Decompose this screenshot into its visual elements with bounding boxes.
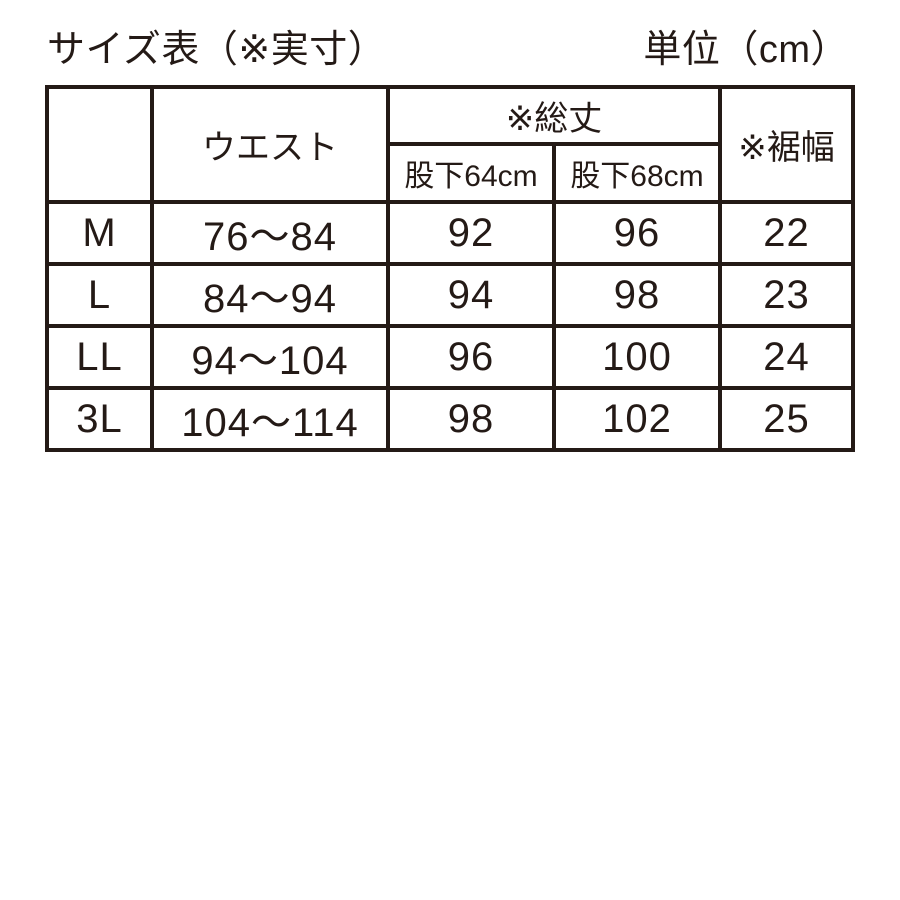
header-inseam-68: 股下68cm [552, 142, 722, 204]
waist-cell: 76〜84 [150, 200, 390, 266]
length64-cell: 92 [386, 200, 556, 266]
header-waist: ウエスト [150, 85, 390, 204]
hem-cell: 22 [718, 200, 855, 266]
waist-cell: 94〜104 [150, 324, 390, 390]
header-hem-width: ※裾幅 [718, 85, 855, 204]
size-cell: M [45, 200, 154, 266]
table-row-m: M 76〜84 92 96 22 [45, 200, 855, 266]
length68-cell: 98 [552, 262, 722, 328]
size-table: ウエスト ※総丈 ※裾幅 股下64cm 股下68cm M 76〜84 92 96… [45, 85, 855, 452]
waist-cell: 84〜94 [150, 262, 390, 328]
page-title: サイズ表（※実寸） [47, 29, 387, 71]
hem-cell: 23 [718, 262, 855, 328]
size-cell: LL [45, 324, 154, 390]
length64-cell: 98 [386, 386, 556, 452]
size-cell: L [45, 262, 154, 328]
header-size-blank [45, 85, 154, 204]
table-row-ll: LL 94〜104 96 100 24 [45, 324, 855, 390]
unit-label: 単位（cm） [643, 29, 849, 71]
length68-cell: 100 [552, 324, 722, 390]
table-row-l: L 84〜94 94 98 23 [45, 262, 855, 328]
hem-cell: 25 [718, 386, 855, 452]
length64-cell: 96 [386, 324, 556, 390]
table-row-3l: 3L 104〜114 98 102 25 [45, 386, 855, 452]
header-inseam-64: 股下64cm [386, 142, 556, 204]
length64-cell: 94 [386, 262, 556, 328]
header-total-length: ※総丈 [386, 85, 722, 146]
length68-cell: 96 [552, 200, 722, 266]
caption-row: サイズ表（※実寸） 単位（cm） [47, 29, 849, 72]
size-cell: 3L [45, 386, 154, 452]
waist-cell: 104〜114 [150, 386, 390, 452]
hem-cell: 24 [718, 324, 855, 390]
length68-cell: 102 [552, 386, 722, 452]
